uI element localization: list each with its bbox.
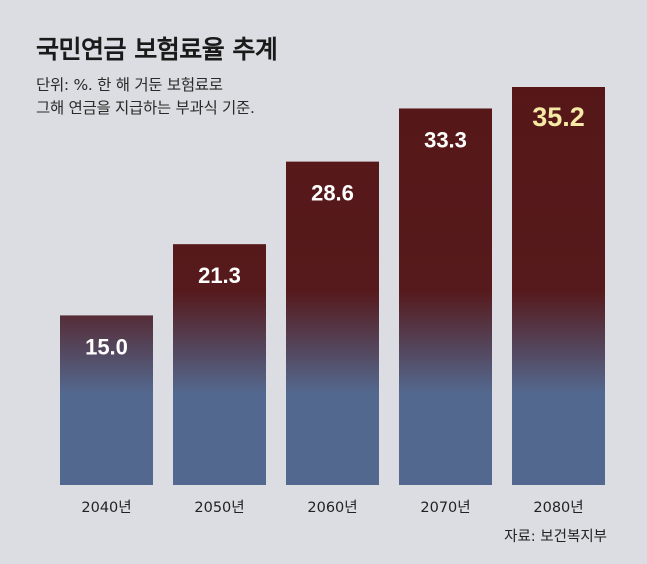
bar-0 [60, 315, 153, 485]
bar-4 [512, 87, 605, 485]
bars-group [60, 87, 605, 485]
subtitle-line-1: 단위: %. 한 해 거둔 보험료로 [36, 76, 223, 94]
tick-label-4: 2080년 [533, 499, 583, 516]
tick-label-1: 2050년 [194, 499, 244, 516]
value-label-4: 35.2 [532, 102, 585, 132]
value-labels-group: 15.0 21.3 28.6 33.3 35.2 [85, 102, 585, 359]
bar-1 [173, 244, 266, 485]
tick-label-0: 2040년 [81, 499, 131, 516]
subtitle-line-2: 그해 연금을 지급하는 부과식 기준. [36, 99, 255, 117]
tick-label-3: 2070년 [420, 499, 470, 516]
value-label-1: 21.3 [198, 263, 241, 288]
tick-labels-group: 2040년 2050년 2060년 2070년 2080년 [81, 499, 583, 516]
chart-title: 국민연금 보험료율 추계 [36, 35, 278, 64]
chart-subtitle: 단위: %. 한 해 거둔 보험료로 그해 연금을 지급하는 부과식 기준. [36, 74, 255, 120]
bar-2 [286, 161, 379, 485]
bar-3 [399, 108, 492, 485]
value-label-2: 28.6 [311, 181, 354, 206]
source-note: 자료: 보건복지부 [504, 529, 607, 545]
value-label-0: 15.0 [85, 334, 128, 359]
value-label-3: 33.3 [424, 127, 467, 152]
tick-label-2: 2060년 [307, 499, 357, 516]
